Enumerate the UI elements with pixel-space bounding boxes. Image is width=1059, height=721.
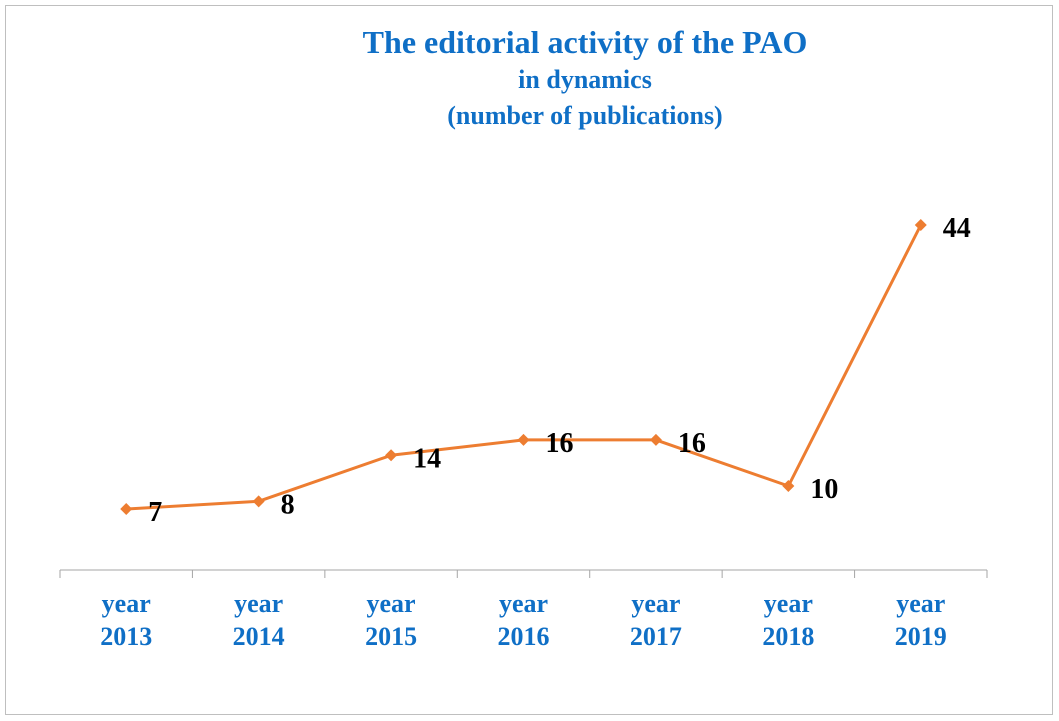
- data-label: 8: [281, 489, 295, 520]
- series-line: [126, 224, 923, 511]
- data-point-marker: [252, 495, 265, 508]
- data-point-marker: [385, 449, 398, 462]
- x-tick-label: year 2014: [233, 589, 285, 651]
- x-tick-label: year 2015: [365, 589, 417, 651]
- data-point-marker: [782, 479, 795, 492]
- data-point-marker: [649, 433, 662, 446]
- chart-title: The editorial activity of the PAO in dyn…: [6, 22, 1054, 134]
- chart-frame: The editorial activity of the PAO in dyn…: [5, 5, 1053, 715]
- data-label: 14: [413, 443, 441, 474]
- x-tick-label: year 2018: [762, 589, 814, 651]
- data-point-marker: [914, 219, 927, 231]
- data-label: 10: [810, 474, 838, 505]
- data-label: 44: [943, 213, 971, 244]
- x-tick-label: year 2013: [100, 589, 152, 651]
- chart-title-line-1: The editorial activity of the PAO: [362, 24, 808, 60]
- data-label: 16: [678, 428, 706, 459]
- x-tick-label: year 2016: [498, 589, 550, 651]
- data-label: 16: [546, 428, 574, 459]
- chart-title-line-2: in dynamics: [518, 65, 652, 94]
- x-tick-label: year 2017: [630, 589, 682, 651]
- data-point-marker: [120, 503, 133, 515]
- data-point-marker: [517, 433, 530, 446]
- chart-title-line-3: (number of publications): [447, 101, 723, 130]
- data-label: 7: [148, 497, 162, 528]
- x-tick-label: year 2019: [895, 589, 947, 651]
